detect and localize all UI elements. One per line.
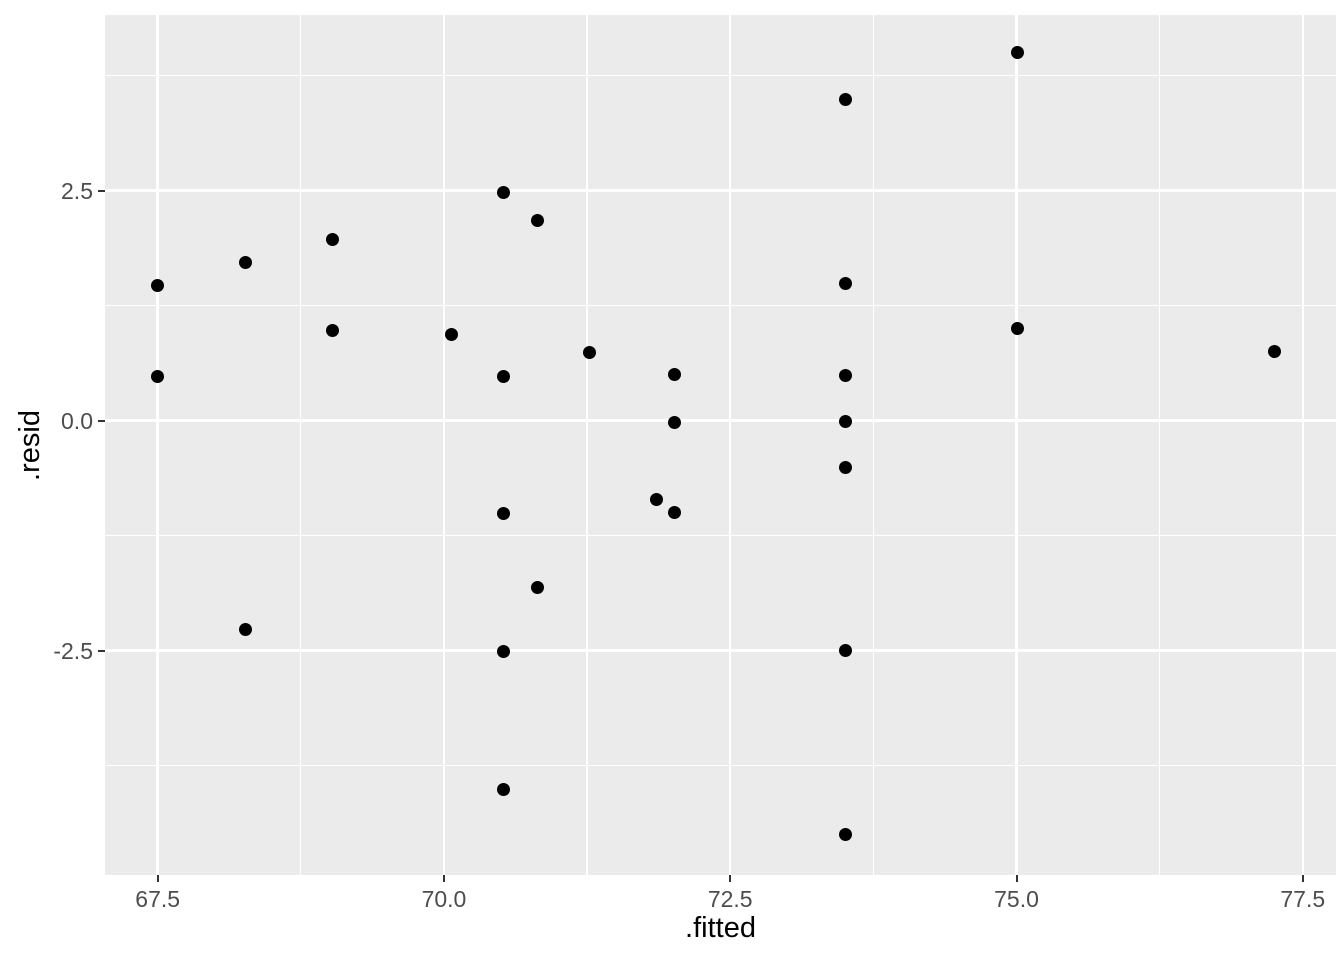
data-point [839, 93, 853, 107]
data-point [497, 369, 510, 383]
data-point [326, 323, 340, 337]
data-point [839, 644, 853, 658]
y-tick-label: 0.0 [61, 407, 93, 434]
y-tick-mark [98, 189, 105, 192]
major-gridline-horizontal [105, 189, 1336, 192]
y-tick-label: -2.5 [53, 637, 93, 664]
minor-gridline-vertical [872, 15, 874, 875]
data-point [497, 644, 510, 658]
minor-gridline-horizontal [105, 764, 1336, 767]
data-point [151, 278, 165, 292]
x-tick-label: 72.5 [707, 886, 753, 912]
minor-gridline-horizontal [105, 534, 1336, 537]
data-point [239, 622, 253, 636]
x-tick-mark [442, 875, 445, 882]
x-axis-title: .fitted [685, 912, 756, 944]
minor-gridline-horizontal [105, 75, 1336, 77]
data-point [326, 232, 340, 246]
data-point [667, 415, 681, 429]
y-axis-title: .resid [14, 15, 46, 875]
x-tick-mark [729, 875, 732, 882]
data-point [1011, 322, 1025, 336]
x-tick-label: 67.5 [135, 886, 181, 912]
major-gridline-vertical [1301, 15, 1305, 875]
data-point [1267, 345, 1281, 359]
data-point [839, 828, 853, 842]
major-gridline-horizontal [105, 649, 1336, 652]
data-point [667, 368, 681, 382]
major-gridline-horizontal [105, 419, 1336, 422]
data-point [650, 493, 664, 507]
x-tick-mark [1301, 875, 1304, 882]
x-tick-label: 75.0 [994, 886, 1039, 912]
data-point [497, 782, 510, 796]
y-tick-label: 2.5 [61, 177, 93, 204]
data-point [839, 461, 853, 475]
plot-panel [105, 15, 1336, 875]
major-gridline-vertical [728, 15, 732, 875]
minor-gridline-vertical [300, 15, 302, 875]
data-point [1011, 46, 1025, 60]
minor-gridline-vertical [1159, 15, 1161, 875]
x-tick-mark [156, 875, 159, 882]
x-tick-label: 77.5 [1280, 886, 1326, 912]
major-gridline-vertical [442, 15, 446, 875]
y-tick-mark [98, 649, 105, 652]
data-point [839, 415, 853, 429]
data-point [445, 327, 459, 341]
data-point [497, 186, 510, 200]
x-tick-label: 70.0 [421, 886, 467, 912]
minor-gridline-horizontal [105, 305, 1336, 307]
data-point [839, 277, 853, 291]
y-axis-title-text: .resid [13, 409, 46, 481]
data-point [531, 213, 545, 227]
major-gridline-vertical [1015, 15, 1018, 875]
data-point [531, 580, 545, 594]
x-tick-mark [1015, 875, 1018, 882]
data-point [151, 369, 165, 383]
minor-gridline-vertical [586, 15, 588, 875]
data-point [582, 346, 596, 360]
y-tick-mark [98, 419, 105, 422]
major-gridline-vertical [156, 15, 159, 875]
data-point [497, 507, 510, 521]
data-point [239, 255, 253, 269]
data-point [667, 506, 681, 520]
data-point [839, 369, 853, 383]
